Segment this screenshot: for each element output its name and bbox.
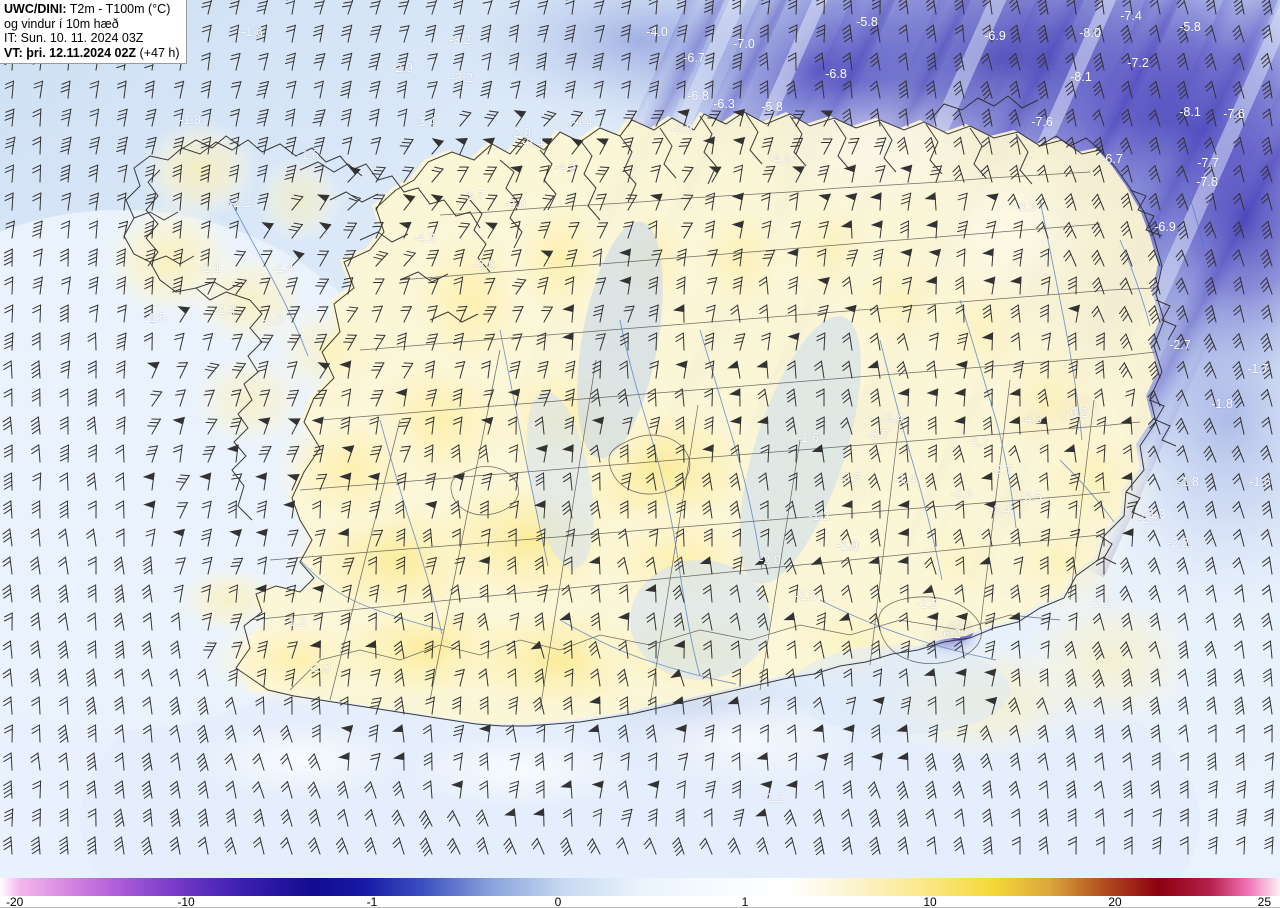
- temperature-value-label: -7.2: [1127, 56, 1149, 70]
- temperature-value-label: -4.4: [571, 115, 593, 129]
- temperature-value-label: -1.7: [967, 435, 989, 449]
- temperature-value-label: -2.0: [509, 126, 531, 140]
- map-canvas[interactable]: -1.8 -3.2 -4.0 -7.0 -5.8 -6.9 -8.0 -7.4 -5.8 -2.9…: [0, 0, 1280, 878]
- temperature-value-label: -2.9: [391, 61, 413, 75]
- temperature-value-label: -2.0: [759, 553, 781, 567]
- temperature-value-label: -1.8: [1211, 397, 1233, 411]
- temperature-value-label: -3.4: [989, 503, 1011, 517]
- temperature-value-label: -1.6: [951, 487, 973, 501]
- temperature-value-label: -2.2: [1167, 536, 1189, 550]
- temperature-value-label: -7.7: [1197, 156, 1219, 170]
- temperature-value-label: -1.6: [795, 589, 817, 603]
- temperature-value-label: -5.8: [856, 15, 878, 29]
- temperature-value-label: -1.2: [808, 509, 830, 523]
- temperature-value-label: -2.0: [504, 197, 526, 211]
- temperature-value-label: -6.2: [1066, 406, 1088, 420]
- temperature-value-label: -2.7: [1169, 338, 1191, 352]
- temperature-value-label: -8.0: [1079, 26, 1101, 40]
- temperature-value-label: -1.8: [179, 113, 201, 127]
- temperature-value-label: -6.3: [713, 97, 735, 111]
- temperature-field: [0, 0, 1280, 878]
- temperature-value-label: -1.2: [916, 597, 938, 611]
- temperature-value-label: -1.8: [241, 25, 263, 39]
- temperature-value-label: -3.4: [882, 411, 904, 425]
- temperature-value-label: -4.5: [554, 160, 576, 174]
- temperature-value-label: -7.0: [733, 37, 755, 51]
- temperature-value-label: -1.7: [1247, 362, 1269, 376]
- temperature-value-label: -4.3: [1020, 412, 1042, 426]
- temperature-value-label: -1.6: [1249, 475, 1271, 489]
- temperature-value-label: -8.1: [1179, 105, 1201, 119]
- temperature-value-label: -3.2: [451, 71, 473, 85]
- temperature-value-label: -3.7: [839, 471, 861, 485]
- temperature-value-label: -6.9: [1154, 220, 1176, 234]
- temperature-value-label: -6.9: [984, 29, 1006, 43]
- temperature-value-label: -7.6: [1223, 107, 1245, 121]
- temperature-value-label: -7.8: [1196, 175, 1218, 189]
- temperature-value-label: -8.1: [1070, 70, 1092, 84]
- temperature-value-label: -5.8: [1179, 20, 1201, 34]
- temperature-value-label: -3.4: [414, 115, 436, 129]
- temperature-value-label: -5.8: [761, 100, 783, 114]
- temperature-value-label: -3.2: [449, 33, 471, 47]
- temperature-value-label: -3.5: [1020, 490, 1042, 504]
- temperature-value-label: -4.8: [769, 152, 791, 166]
- temperature-value-label: -1.6: [797, 431, 819, 445]
- temperature-value-label: -4.2: [413, 231, 435, 245]
- temperature-value-label: -3.7: [462, 189, 484, 203]
- temperature-value-label: -6.7: [683, 51, 705, 65]
- temperature-value-label: -1.4: [214, 303, 236, 317]
- temperature-value-label: -1.5: [144, 311, 166, 325]
- temperature-value-label: -7.4: [1120, 9, 1142, 23]
- temperature-value-label: -6.8: [671, 122, 693, 136]
- temperature-value-label: -1.2: [1089, 596, 1111, 610]
- temperature-value-label: -2.7: [991, 463, 1013, 477]
- temperature-value-label: -6.8: [825, 67, 847, 81]
- temperature-value-label: -4.0: [646, 25, 668, 39]
- temperature-value-label: -1.6: [297, 148, 319, 162]
- temperature-value-label: -1.0: [836, 538, 858, 552]
- temperature-value-label: -7.6: [1031, 115, 1053, 129]
- temperature-value-label: -2.6: [473, 258, 495, 272]
- temperature-value-label: -3.3: [1014, 200, 1036, 214]
- temperature-value-label: -1.4: [894, 472, 916, 486]
- temperature-value-label: -2.7: [867, 428, 889, 442]
- temperature-value-label: -1.8: [1177, 475, 1199, 489]
- temperature-value-label: -1.0: [261, 313, 283, 327]
- temperature-value-label: -6.8: [687, 89, 709, 103]
- temperature-value-label: -6.7: [1101, 152, 1123, 166]
